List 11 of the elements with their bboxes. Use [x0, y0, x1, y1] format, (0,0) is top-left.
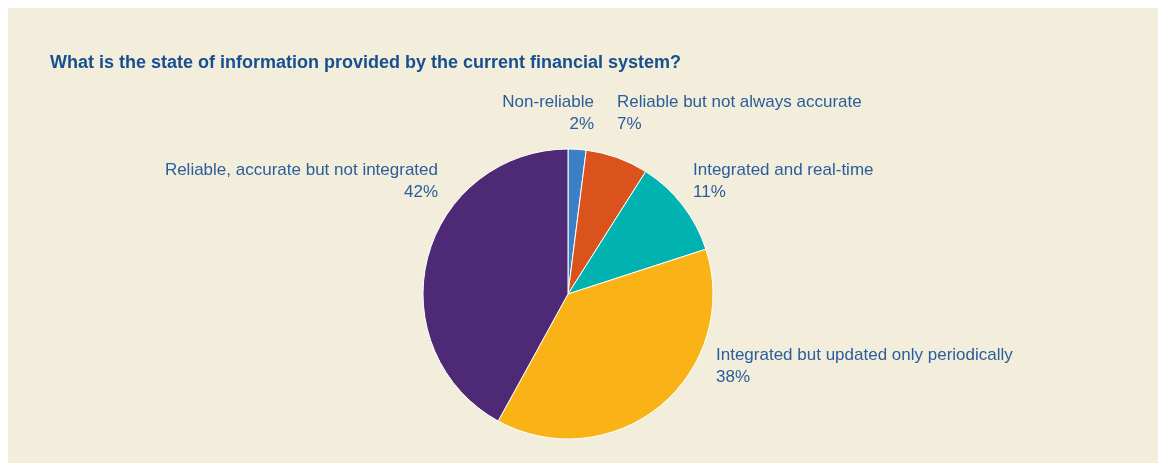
slice-label: Integrated but updated only periodically	[716, 344, 1014, 364]
slice-label: Integrated and real-time	[693, 159, 874, 179]
slice-label: Non-reliable	[502, 91, 594, 111]
data-label: 2%	[569, 113, 594, 133]
chart-title: What is the state of information provided by the current financial system?	[50, 52, 682, 72]
slice-label: Reliable but not always accurate	[617, 91, 862, 111]
data-label: 7%	[617, 113, 642, 133]
slice-label: Reliable, accurate but not integrated	[164, 159, 438, 179]
data-label: 38%	[716, 366, 751, 386]
data-label: 42%	[403, 181, 438, 201]
data-label: 11%	[693, 181, 726, 201]
